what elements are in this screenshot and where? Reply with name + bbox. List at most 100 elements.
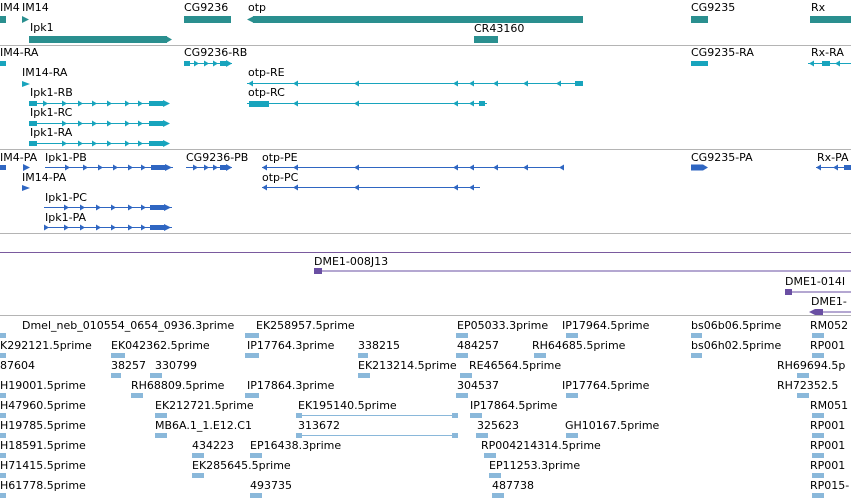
est-label[interactable]: RP015- [810, 479, 850, 492]
gene-bar[interactable] [29, 36, 167, 43]
transcript-structure[interactable] [808, 60, 851, 68]
est-bar[interactable] [691, 333, 702, 338]
transcript-arrow[interactable] [22, 81, 31, 88]
est-bar[interactable] [0, 353, 6, 358]
est-bar[interactable] [489, 473, 501, 478]
transcript-label[interactable]: CG9235-RA [691, 46, 754, 59]
transcript-label[interactable]: IM14-RA [22, 66, 68, 79]
est-label[interactable]: 325623 [477, 419, 519, 432]
est-bar[interactable] [111, 353, 125, 358]
transcript-structure[interactable] [29, 100, 175, 108]
est-bar[interactable] [0, 433, 6, 438]
est-label[interactable]: bs06h02.5prime [691, 339, 782, 352]
transcript-structure[interactable] [29, 120, 175, 128]
clone-bar[interactable] [314, 268, 851, 274]
gene-label[interactable]: CG9236 [184, 1, 229, 14]
est-bar[interactable] [492, 493, 504, 498]
protein-label[interactable]: Ipk1-PC [45, 191, 87, 204]
est-bar[interactable] [250, 453, 262, 458]
clone-label[interactable]: DME1- [811, 295, 847, 308]
est-bar[interactable] [0, 393, 6, 398]
est-bar[interactable] [0, 473, 6, 478]
protein-structure[interactable] [262, 164, 568, 172]
est-bar[interactable] [812, 473, 824, 478]
est-spliced-bar[interactable] [296, 432, 460, 440]
protein-label[interactable]: CG9235-PA [691, 151, 753, 164]
clone-label[interactable]: DME1-014I [785, 275, 846, 288]
protein-label[interactable]: Ipk1-PA [45, 211, 87, 224]
est-label[interactable]: IP17864.5prime [470, 399, 558, 412]
est-bar[interactable] [192, 473, 204, 478]
est-bar[interactable] [456, 333, 468, 338]
transcript-label[interactable]: Rx-RA [811, 46, 844, 59]
protein-structure[interactable] [44, 224, 176, 232]
protein-label[interactable]: IM4-PA [0, 151, 38, 164]
est-label[interactable]: GH10167.5prime [565, 419, 660, 432]
est-label[interactable]: MB6A.1_1.E12.C1 [155, 419, 252, 432]
est-bar[interactable] [797, 393, 809, 398]
est-bar[interactable] [250, 493, 262, 498]
est-label[interactable]: 338215 [358, 339, 400, 352]
protein-label[interactable]: CG9236-PB [186, 151, 249, 164]
est-label[interactable]: RH69694.5p [777, 359, 846, 372]
est-bar[interactable] [484, 453, 496, 458]
est-label[interactable]: RE46564.5prime [469, 359, 562, 372]
transcript-label[interactable]: IM4-RA [0, 46, 39, 59]
est-label[interactable]: RP001 [810, 439, 846, 452]
gene-bar[interactable] [810, 16, 851, 23]
protein-label[interactable]: otp-PC [262, 171, 299, 184]
protein-label[interactable]: otp-PE [262, 151, 298, 164]
est-bar[interactable] [566, 393, 578, 398]
est-bar[interactable] [812, 493, 824, 498]
est-label[interactable]: EP05033.3prime [457, 319, 549, 332]
transcript-bar[interactable] [691, 61, 708, 66]
est-label[interactable]: H18591.5prime [0, 439, 86, 452]
est-label[interactable]: EK285645.5prime [192, 459, 291, 472]
est-label[interactable]: Dmel_neb_010554_0654_0936.3prime [22, 319, 235, 332]
est-label[interactable]: bs06b06.5prime [691, 319, 782, 332]
est-spliced-bar[interactable] [296, 412, 460, 420]
est-bar[interactable] [155, 433, 167, 438]
est-label[interactable]: RH64685.5prime [532, 339, 626, 352]
est-bar[interactable] [812, 353, 824, 358]
est-label[interactable]: EP11253.3prime [489, 459, 581, 472]
est-label[interactable]: EK212721.5prime [155, 399, 254, 412]
est-label[interactable]: 487738 [492, 479, 534, 492]
est-bar[interactable] [812, 413, 824, 418]
protein-arrow[interactable] [22, 185, 31, 192]
est-label[interactable]: RP001 [810, 339, 846, 352]
est-bar[interactable] [470, 413, 482, 418]
est-bar[interactable] [0, 453, 6, 458]
est-label[interactable]: H19001.5prime [0, 379, 86, 392]
est-bar[interactable] [0, 333, 6, 338]
est-bar[interactable] [476, 433, 488, 438]
est-bar[interactable] [150, 373, 162, 378]
est-label[interactable]: RP001 [810, 459, 846, 472]
est-bar[interactable] [460, 373, 472, 378]
protein-structure[interactable] [262, 184, 484, 192]
est-label[interactable]: IP17864.3prime [247, 379, 335, 392]
est-bar[interactable] [812, 333, 824, 338]
gene-bar[interactable] [691, 16, 708, 23]
est-bar[interactable] [0, 493, 6, 498]
est-bar[interactable] [456, 353, 468, 358]
transcript-label[interactable]: otp-RC [248, 86, 285, 99]
est-label[interactable]: RH72352.5 [777, 379, 839, 392]
gene-arrow[interactable] [22, 16, 30, 24]
est-label[interactable]: EK042362.5prime [111, 339, 210, 352]
est-label[interactable]: 484257 [457, 339, 499, 352]
est-bar[interactable] [566, 433, 578, 438]
est-bar[interactable] [691, 353, 702, 358]
est-label[interactable]: 313672 [298, 419, 340, 432]
gene-bar[interactable] [184, 16, 231, 23]
transcript-label[interactable]: Ipk1-RA [30, 126, 73, 139]
est-label[interactable]: EP16438.3prime [250, 439, 342, 452]
est-bar[interactable] [797, 373, 809, 378]
est-bar[interactable] [812, 453, 824, 458]
est-label[interactable]: H47960.5prime [0, 399, 86, 412]
transcript-bar[interactable] [0, 61, 6, 66]
est-label[interactable]: K292121.5prime [0, 339, 92, 352]
est-label[interactable]: RM051 [810, 399, 849, 412]
protein-label[interactable]: Rx-PA [817, 151, 849, 164]
est-bar[interactable] [245, 333, 259, 338]
